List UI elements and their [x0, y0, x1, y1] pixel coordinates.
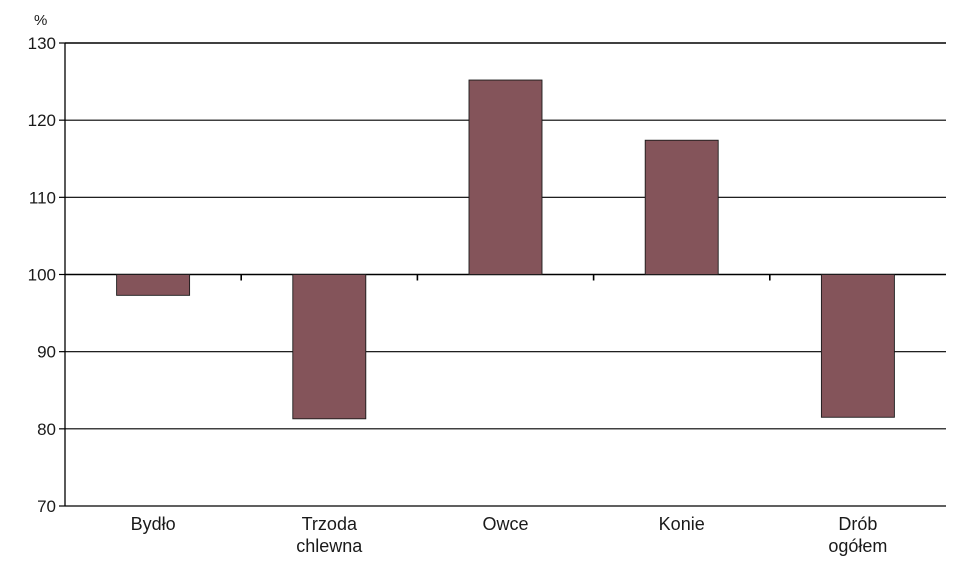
- y-tick-label-90: 90: [37, 343, 56, 362]
- y-tick-label-80: 80: [37, 420, 56, 439]
- category-label-1: Trzoda chlewna: [296, 514, 363, 556]
- category-label-4: Drób ogółem: [828, 514, 887, 556]
- category-label-line-2-0: Owce: [482, 514, 528, 534]
- category-label-2: Owce: [482, 514, 528, 534]
- x-axis: [65, 274, 946, 507]
- bar-0: [116, 274, 191, 296]
- y-tick-label-130: 130: [28, 34, 56, 53]
- y-tick-label-110: 110: [29, 188, 56, 207]
- category-label-line-1-0: Trzoda: [302, 514, 358, 534]
- category-label-0: Bydło: [131, 514, 176, 534]
- category-label-line-1-1: chlewna: [296, 536, 363, 556]
- y-tick-label-100: 100: [28, 266, 56, 285]
- category-label-line-4-0: Drób: [838, 514, 877, 534]
- category-labels: Bydło Trzoda chlewna Owce Konie Drób ogółem: [131, 514, 888, 556]
- category-label-3: Konie: [659, 514, 705, 534]
- y-tick-label-70: 70: [37, 497, 56, 516]
- bar-3: [644, 139, 719, 275]
- category-label-line-3-0: Konie: [659, 514, 705, 534]
- bars: [116, 79, 895, 420]
- y-axis-unit-label: %: [34, 12, 47, 29]
- bar-1: [292, 274, 367, 420]
- y-axis-ticks: 70 80 90 100 110 120 130: [28, 34, 66, 516]
- category-label-line-0-0: Bydło: [131, 514, 176, 534]
- bar-2: [468, 79, 543, 275]
- bar-4: [820, 274, 895, 418]
- category-label-line-4-1: ogółem: [828, 536, 887, 556]
- y-tick-label-120: 120: [28, 111, 56, 130]
